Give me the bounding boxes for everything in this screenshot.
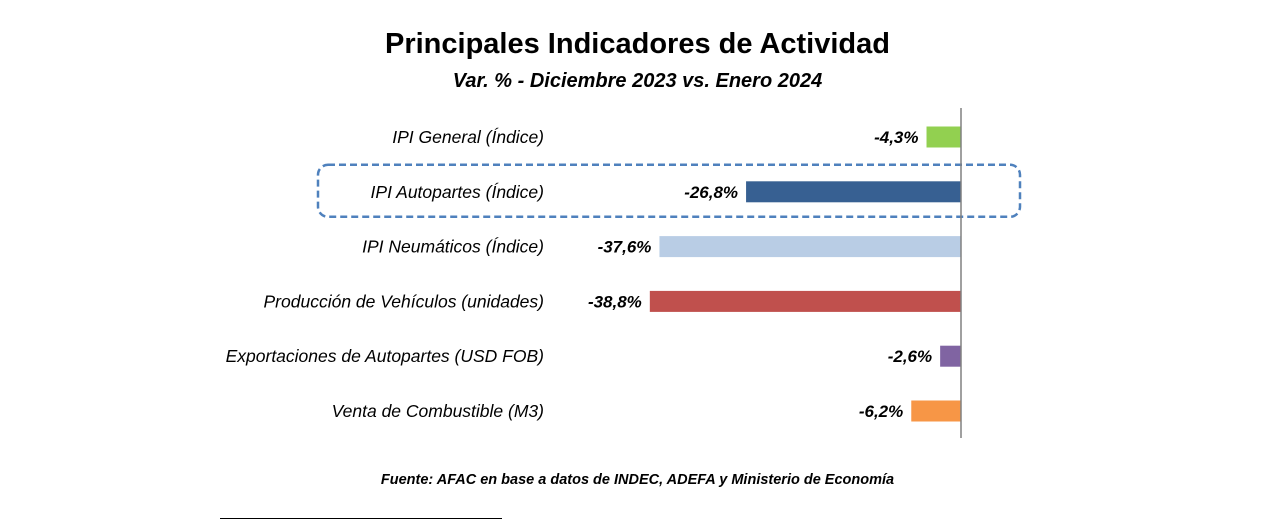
highlight-box (316, 163, 1022, 219)
value-label-produccion-de-vehiculos-unidades: -38,8% (588, 292, 642, 311)
bar-ipi-autopartes-indice (746, 181, 961, 203)
category-label-ipi-neumaticos-indice: IPI Neumáticos (Índice) (362, 237, 544, 257)
footnote-rule (220, 518, 502, 519)
category-label-venta-de-combustible-m3: Venta de Combustible (M3) (332, 401, 544, 421)
chart-subtitle: Var. % - Diciembre 2023 vs. Enero 2024 (452, 70, 823, 92)
category-label-ipi-autopartes-indice: IPI Autopartes (Índice) (371, 182, 544, 202)
bar-ipi-general-indice (926, 126, 961, 148)
bar-exportaciones-de-autopartes-usd-fob (940, 345, 961, 367)
bar-ipi-neumaticos-indice (659, 236, 961, 258)
value-label-ipi-autopartes-indice: -26,8% (684, 183, 738, 202)
value-label-exportaciones-de-autopartes-usd-fob: -2,6% (888, 347, 932, 366)
category-label-exportaciones-de-autopartes-usd-fob: Exportaciones de Autopartes (USD FOB) (226, 346, 544, 366)
value-label-ipi-neumaticos-indice: -37,6% (598, 238, 652, 257)
chart-title: Principales Indicadores de Actividad (385, 28, 890, 60)
bar-venta-de-combustible-m3 (911, 400, 961, 422)
category-label-produccion-de-vehiculos-unidades: Producción de Vehículos (unidades) (264, 291, 545, 311)
bar-produccion-de-vehiculos-unidades (649, 290, 961, 312)
source-note: Fuente: AFAC en base a datos de INDEC, A… (380, 472, 895, 488)
value-label-venta-de-combustible-m3: -6,2% (859, 402, 903, 421)
category-label-ipi-general-indice: IPI General (Índice) (392, 127, 544, 147)
value-label-ipi-general-indice: -4,3% (874, 128, 918, 147)
